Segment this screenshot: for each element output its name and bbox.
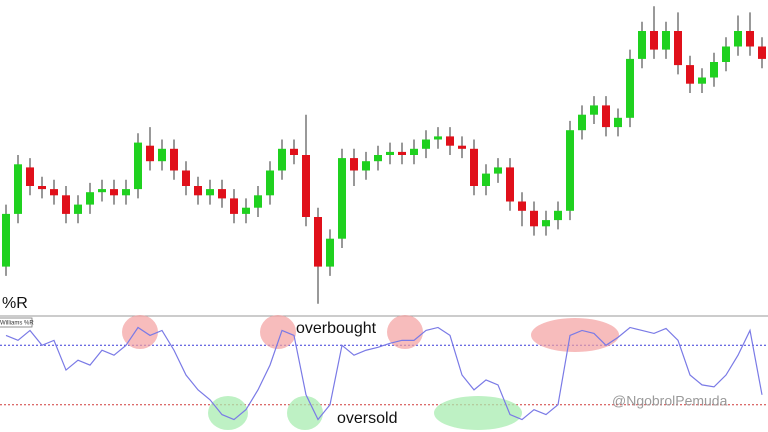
candle-body (458, 145, 466, 149)
highlights (122, 315, 619, 430)
candle-body (110, 189, 118, 196)
williams-r-line (5, 326, 763, 421)
candle-body (530, 210, 538, 227)
candle-body (710, 62, 718, 78)
oversold-zone (287, 396, 323, 430)
candle-body (302, 155, 310, 217)
candle-body (278, 148, 286, 171)
candle-body (86, 192, 94, 205)
candle-body (218, 189, 226, 199)
candle-body (338, 158, 346, 239)
candle-body (314, 217, 322, 267)
indicator-title: %R (2, 295, 28, 312)
candle-body (698, 77, 706, 84)
candle-body (2, 213, 10, 267)
candle-body (206, 189, 214, 196)
candle-body (758, 46, 766, 59)
candle-body (650, 31, 658, 50)
overbought-zone (122, 315, 158, 349)
overbought-zone (387, 315, 423, 349)
watermark: @NgobrolPemuda (612, 393, 728, 409)
candle-body (734, 31, 742, 47)
candle-body (254, 195, 262, 208)
candle-body (626, 58, 634, 118)
candle-body (98, 189, 106, 193)
candle-body (194, 186, 202, 196)
candle-body (614, 117, 622, 128)
candle-body (350, 158, 358, 171)
candle-body (242, 207, 250, 214)
indicator-label-box (0, 317, 33, 328)
candle-body (554, 210, 562, 221)
candle-body (482, 173, 490, 186)
candle-body (374, 155, 382, 162)
oversold-zone (208, 396, 248, 430)
candle-body (122, 189, 130, 196)
overbought-zone (260, 315, 296, 349)
candle-body (170, 148, 178, 171)
indicator-label: Williams %R (0, 321, 34, 327)
candle-body (290, 148, 298, 155)
candle-body (518, 201, 526, 211)
candle-body (410, 148, 418, 155)
candle-body (662, 31, 670, 50)
candle-body (50, 189, 58, 196)
candle-body (674, 31, 682, 66)
candle-body (578, 114, 586, 131)
candle-body (602, 105, 610, 128)
candle-body (266, 170, 274, 196)
annotation: oversold (337, 410, 397, 427)
candle-body (326, 238, 334, 267)
candle-body (74, 204, 82, 214)
candle-body (362, 161, 370, 171)
candle-body (638, 31, 646, 59)
candle-body (422, 139, 430, 149)
overbought-zone (531, 318, 619, 352)
candle-body (542, 220, 550, 227)
candle-body (398, 151, 406, 155)
candle-body (686, 65, 694, 84)
candle-body (566, 130, 574, 211)
candle-body (38, 186, 46, 190)
candle-body (590, 105, 598, 115)
candle-body (722, 46, 730, 62)
candle-body (386, 151, 394, 155)
candle-body (446, 136, 454, 146)
candle-body (146, 145, 154, 162)
candle-body (230, 198, 238, 214)
candle-body (134, 142, 142, 190)
candle-body (14, 164, 22, 214)
oversold-zone (434, 396, 522, 430)
candle-body (158, 148, 166, 162)
candle-body (182, 170, 190, 186)
candle-body (470, 148, 478, 186)
annotation: overbought (296, 320, 377, 337)
candle-body (434, 136, 442, 140)
candle-body (62, 195, 70, 214)
candle-body (746, 31, 754, 47)
candle-body (506, 167, 514, 202)
candle-body (494, 167, 502, 174)
candle-body (26, 167, 34, 186)
